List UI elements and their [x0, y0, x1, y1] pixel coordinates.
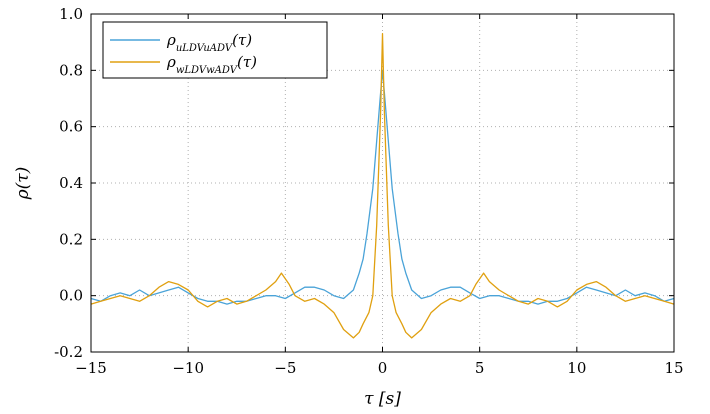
legend-entry-w: ρwLDVwADV(τ)	[166, 53, 257, 76]
series-line-1	[90, 33, 675, 339]
axis-ticks	[90, 13, 675, 353]
y-tick-label-2: 0.2	[59, 230, 83, 248]
y-tick-label-1: 0.0	[59, 287, 83, 305]
x-tick-label-1: −10	[172, 359, 204, 377]
x-tick-label-5: 10	[567, 359, 586, 377]
x-tick-label-0: −15	[75, 359, 107, 377]
x-tick-label-3: 0	[378, 359, 388, 377]
legend-entry-u: ρuLDVuADV(τ)	[166, 31, 252, 54]
y-tick-label-0: -0.2	[54, 343, 83, 361]
x-tick-label-6: 15	[664, 359, 683, 377]
x-axis-label: τ [s]	[364, 389, 401, 409]
x-tick-label-2: −5	[274, 359, 296, 377]
y-tick-labels: -0.2 0.0 0.2 0.4 0.6 0.8 1.0	[54, 5, 83, 361]
legend: ρuLDVuADV(τ) ρwLDVwADV(τ)	[102, 21, 328, 79]
x-tick-labels: −15 −10 −5 0 5 10 15	[75, 359, 683, 377]
y-tick-label-6: 1.0	[59, 5, 83, 23]
series-layer	[90, 33, 675, 339]
series-line-0	[90, 69, 675, 305]
y-tick-label-4: 0.6	[59, 118, 83, 136]
legend-box	[102, 21, 328, 79]
y-tick-label-3: 0.4	[59, 174, 83, 192]
y-tick-label-5: 0.8	[59, 61, 83, 79]
y-axis-label: ρ(τ)	[13, 167, 33, 201]
x-tick-label-4: 5	[475, 359, 485, 377]
